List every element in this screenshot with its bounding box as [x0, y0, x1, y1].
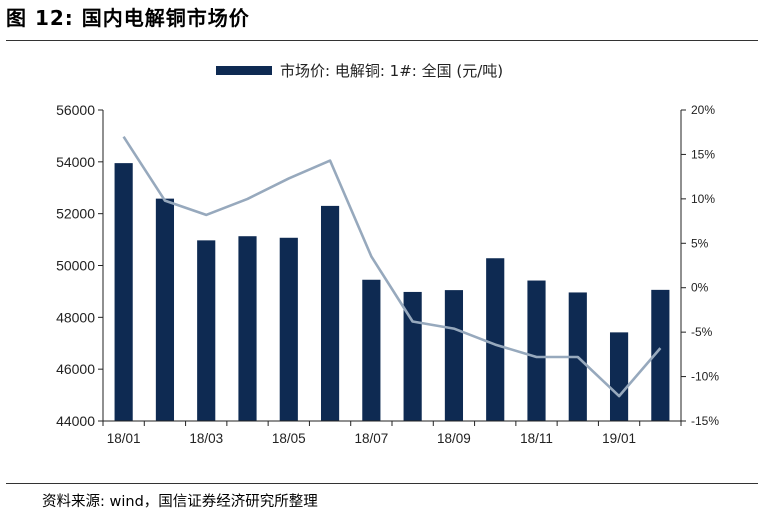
left-tick-label: 46000 [56, 361, 95, 377]
left-tick-label: 52000 [56, 206, 95, 222]
bar-18/01 [114, 163, 133, 422]
x-tick-label: 18/05 [272, 431, 306, 446]
bar-18/05 [279, 237, 298, 421]
bar-18/06 [320, 205, 340, 421]
right-tick-label: -5% [691, 325, 713, 339]
bar-18/11 [527, 280, 546, 421]
left-tick-label: 54000 [56, 154, 95, 170]
chart-legend: 市场价: 电解铜: 1#: 全国 (元/吨) [216, 60, 503, 81]
bar-18/07 [362, 279, 381, 421]
x-tick-label: 19/01 [602, 431, 636, 446]
right-tick-label: 0% [691, 281, 709, 295]
right-tick-label: -10% [691, 370, 719, 384]
right-tick-label: 15% [691, 147, 715, 161]
figure-title: 图 12: 国内电解铜市场价 [6, 6, 250, 30]
bar-18/02 [155, 198, 175, 421]
right-tick-label: 5% [691, 236, 709, 250]
right-tick-label: -15% [691, 414, 719, 428]
legend-swatch-bar [216, 66, 272, 75]
line-series [122, 135, 662, 398]
left-tick-label: 50000 [56, 258, 95, 274]
source-note: 资料来源: wind，国信证券经济研究所整理 [42, 494, 318, 510]
footer-rule [6, 483, 758, 484]
chart-axes: 44000 46000 48000 50000 52000 54000 56000 -15% -… [56, 102, 719, 446]
bar-19/02 [651, 289, 670, 421]
left-tick-label: 48000 [56, 309, 95, 325]
legend-label-price: 市场价: 电解铜: 1#: 全国 (元/吨) [280, 62, 504, 80]
title-rule [6, 40, 758, 41]
x-tick-label: 18/09 [437, 431, 471, 446]
right-tick-label: 20% [691, 103, 715, 117]
bar-18/03 [197, 240, 216, 421]
x-tick-label: 18/03 [189, 431, 223, 446]
bar-19/01 [609, 332, 629, 421]
yoy-line [122, 135, 662, 398]
right-tick-label: 10% [691, 192, 715, 206]
bar-18/09 [444, 290, 464, 421]
bar-series [114, 163, 670, 422]
bar-18/10 [486, 258, 505, 421]
x-tick-label: 18/01 [107, 431, 141, 446]
left-tick-label: 56000 [56, 102, 95, 118]
x-tick-label: 18/07 [354, 431, 388, 446]
left-tick-label: 44000 [56, 413, 95, 429]
x-tick-label: 18/11 [520, 431, 553, 446]
bar-18/04 [238, 236, 257, 421]
bar-18/08 [403, 291, 422, 421]
